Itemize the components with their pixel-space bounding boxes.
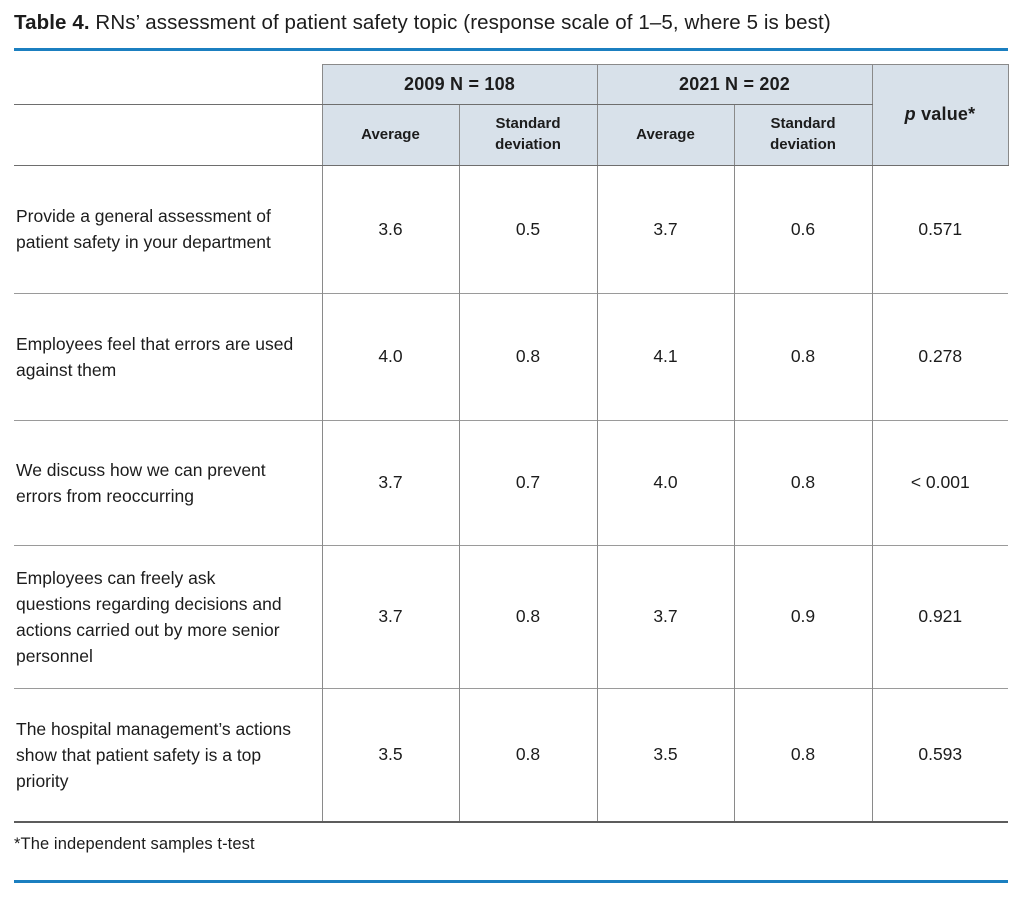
table-row: We discuss how we can prevent errors fro… <box>14 419 1008 546</box>
cell-p-value: 0.278 <box>871 292 1008 421</box>
table-title-text: RNs’ assessment of patient safety topic … <box>89 11 831 34</box>
cell-sd-2009: 0.8 <box>458 687 597 824</box>
cell-sd-2021: 0.8 <box>733 292 872 421</box>
cell-sd-2021: 0.9 <box>733 544 872 689</box>
row-label: We discuss how we can prevent errors fro… <box>14 419 322 546</box>
table-row: Employees feel that errors are used agai… <box>14 292 1008 421</box>
cell-p-value: 0.593 <box>871 687 1008 824</box>
header-group-row: 2009 N = 108 2021 N = 202 p value* <box>14 63 1009 166</box>
cell-avg-2021: 3.5 <box>596 687 734 824</box>
table-row: Employees can freely ask questions regar… <box>14 544 1008 689</box>
header-average-2009: Average <box>321 103 460 166</box>
cell-avg-2009: 3.5 <box>321 687 459 824</box>
cell-avg-2009: 4.0 <box>321 292 459 421</box>
cell-p-value: < 0.001 <box>871 419 1008 546</box>
row-label: Provide a general assessment of patient … <box>14 164 322 294</box>
header-group-2009: 2009 N = 108 <box>321 63 598 105</box>
cell-p-value: 0.571 <box>871 164 1008 294</box>
table-header: 2009 N = 108 2021 N = 202 p value* Avera… <box>14 63 1009 166</box>
row-label: Employees feel that errors are used agai… <box>14 292 322 421</box>
header-corner-cell-2 <box>14 104 322 166</box>
cell-avg-2009: 3.7 <box>321 544 459 689</box>
header-group-2021: 2021 N = 202 <box>596 63 873 105</box>
cell-avg-2009: 3.7 <box>321 419 459 546</box>
row-label: Employees can freely ask questions regar… <box>14 544 322 689</box>
cell-sd-2009: 0.8 <box>458 544 597 689</box>
header-average-2021: Average <box>596 103 735 166</box>
cell-sd-2021: 0.6 <box>733 164 872 294</box>
table-body: Provide a general assessment of patient … <box>14 164 1008 824</box>
header-corner-cell <box>14 64 322 105</box>
cell-avg-2021: 3.7 <box>596 164 734 294</box>
table-row: The hospital management’s actions show t… <box>14 687 1008 824</box>
bottom-rule <box>14 880 1008 884</box>
table-title: Table 4. RNs’ assessment of patient safe… <box>14 10 1008 37</box>
cell-avg-2021: 3.7 <box>596 544 734 689</box>
cell-avg-2021: 4.1 <box>596 292 734 421</box>
cell-sd-2021: 0.8 <box>733 687 872 824</box>
table-row: Provide a general assessment of patient … <box>14 164 1008 294</box>
cell-avg-2009: 3.6 <box>321 164 459 294</box>
cell-sd-2009: 0.5 <box>458 164 597 294</box>
header-p-value: p value* <box>871 63 1009 166</box>
table-footnote: *The independent samples t-test <box>14 835 255 854</box>
page: Table 4. RNs’ assessment of patient safe… <box>14 10 1009 884</box>
header-sub-row: Average Standard deviation Average Stand… <box>14 103 1008 166</box>
header-p-italic: p <box>904 104 916 125</box>
cell-avg-2021: 4.0 <box>596 419 734 546</box>
table-title-label: Table 4. <box>14 11 90 34</box>
header-sd-2021: Standard deviation <box>733 103 873 166</box>
header-sd-2009: Standard deviation <box>458 103 598 166</box>
cell-sd-2009: 0.7 <box>458 419 597 546</box>
top-rule <box>14 47 1008 51</box>
cell-sd-2021: 0.8 <box>733 419 872 546</box>
row-label: The hospital management’s actions show t… <box>14 687 322 824</box>
cell-p-value: 0.921 <box>871 544 1008 689</box>
header-p-rest: value* <box>915 104 976 125</box>
cell-sd-2009: 0.8 <box>458 292 597 421</box>
results-table: 2009 N = 108 2021 N = 202 p value* Avera… <box>14 63 1009 824</box>
